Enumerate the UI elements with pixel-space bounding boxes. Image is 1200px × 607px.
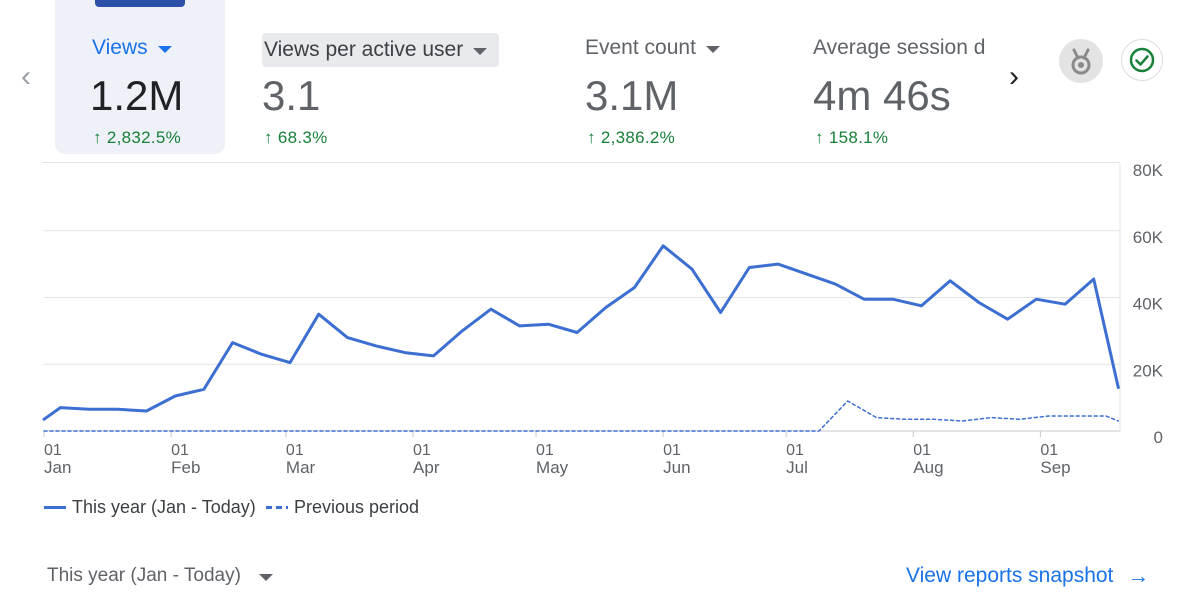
metric-value: 1.2M xyxy=(90,72,184,119)
metric-card-event-count[interactable]: Event count 3.1M ↑ 2,386.2% xyxy=(585,0,785,154)
x-tick-day-label: 01 xyxy=(1040,442,1058,459)
metric-label[interactable]: Views per active user xyxy=(262,33,500,67)
y-tick-label: 40K xyxy=(1133,295,1164,314)
selected-indicator xyxy=(95,0,185,7)
metric-change-value: 158.1% xyxy=(828,128,889,147)
x-tick-month-label: Aug xyxy=(913,458,943,477)
metric-change-value: 68.3% xyxy=(277,128,328,147)
x-tick-day-label: 01 xyxy=(171,442,189,459)
legend-previous: Previous period xyxy=(266,497,419,518)
metric-label-text: Average session duration xyxy=(813,36,986,59)
metric-value: 3.1 xyxy=(262,72,321,119)
series-line-this-year xyxy=(42,244,1120,421)
metric-change: ↑ 68.3% xyxy=(264,128,328,148)
x-tick-day-label: 01 xyxy=(413,442,431,459)
x-tick-month-label: Feb xyxy=(171,458,200,477)
x-tick-month-label: Jul xyxy=(786,458,808,477)
caret-down-icon xyxy=(705,45,720,53)
caret-down-icon xyxy=(258,573,273,581)
x-tick-day-label: 01 xyxy=(44,442,62,459)
arrow-up-icon: ↑ xyxy=(93,128,102,147)
metric-label-text: Event count xyxy=(585,36,696,59)
chart-series xyxy=(42,244,1120,432)
legend-previous-label: Previous period xyxy=(294,497,420,517)
x-tick-day-label: 01 xyxy=(663,442,681,459)
check-circle-glyph xyxy=(1129,47,1155,73)
arrow-right-icon: → xyxy=(1127,563,1150,588)
metric-label-text: Views per active user xyxy=(264,38,464,61)
x-tick-day-label: 01 xyxy=(786,442,804,459)
x-tick-month-label: Apr xyxy=(413,458,440,477)
chevron-right-icon[interactable]: › xyxy=(1009,60,1019,93)
arrow-up-icon: ↑ xyxy=(587,128,596,147)
metric-change-value: 2,386.2% xyxy=(600,128,676,147)
metric-change: ↑ 158.1% xyxy=(815,128,888,148)
metric-label[interactable]: Average session duration xyxy=(813,36,986,60)
series-line-previous-period xyxy=(43,400,1120,432)
metric-value: 3.1M xyxy=(585,72,679,119)
view-reports-snapshot-link[interactable]: View reports snapshot → xyxy=(906,563,1149,589)
x-tick-day-label: 01 xyxy=(286,442,304,459)
arrow-up-icon: ↑ xyxy=(815,128,824,147)
x-axis: 01Jan01Feb01Mar01Apr01May01Jun01Jul01Aug… xyxy=(43,431,1071,477)
y-tick-label: 80K xyxy=(1133,161,1164,180)
y-tick-label: 0 xyxy=(1154,428,1163,447)
metric-card-views-per-active-user[interactable]: Views per active user 3.1 ↑ 68.3% xyxy=(260,0,530,154)
x-tick-day-label: 01 xyxy=(536,442,554,459)
metric-change: ↑ 2,386.2% xyxy=(587,128,675,148)
y-axis: 0 20K 40K 60K 80K xyxy=(1133,161,1164,447)
legend-dashed-swatch xyxy=(266,506,288,509)
x-tick-day-label: 01 xyxy=(913,442,931,459)
x-tick-month-label: May xyxy=(536,458,569,477)
metric-label[interactable]: Event count xyxy=(585,36,720,60)
check-circle-icon[interactable] xyxy=(1121,39,1163,81)
metric-change: ↑ 2,832.5% xyxy=(93,128,181,148)
legend-current: This year (Jan - Today) xyxy=(44,497,256,518)
caret-down-icon xyxy=(157,45,172,53)
x-tick-month-label: Mar xyxy=(286,458,316,477)
metric-label-text: Views xyxy=(92,36,148,59)
metric-value: 4m 46s xyxy=(813,72,951,119)
arrow-up-icon: ↑ xyxy=(264,128,273,147)
x-tick-month-label: Sep xyxy=(1040,458,1070,477)
y-tick-label: 60K xyxy=(1133,228,1164,247)
period-selector[interactable]: This year (Jan - Today) xyxy=(47,565,273,587)
snapshot-link-label: View reports snapshot xyxy=(906,564,1114,587)
metric-change-value: 2,832.5% xyxy=(106,128,182,147)
chart-gridlines xyxy=(44,164,1121,432)
legend-solid-swatch xyxy=(44,506,66,509)
metric-card-views[interactable]: Views 1.2M ↑ 2,832.5% xyxy=(55,0,225,154)
metric-label[interactable]: Views xyxy=(92,36,172,60)
medal-icon-glyph xyxy=(1071,48,1091,75)
x-tick-month-label: Jan xyxy=(44,458,71,477)
period-selector-label: This year (Jan - Today) xyxy=(47,565,241,586)
x-tick-month-label: Jun xyxy=(663,458,690,477)
legend-current-label: This year (Jan - Today) xyxy=(72,497,256,517)
card-divider xyxy=(42,162,1120,163)
y-tick-label: 20K xyxy=(1133,361,1164,380)
medal-icon[interactable] xyxy=(1059,39,1103,83)
metric-card-average-session-duration[interactable]: Average session duration 4m 46s ↑158.1% xyxy=(813,0,993,154)
caret-down-icon xyxy=(473,47,488,55)
chevron-left-icon[interactable]: ‹ xyxy=(21,60,31,93)
